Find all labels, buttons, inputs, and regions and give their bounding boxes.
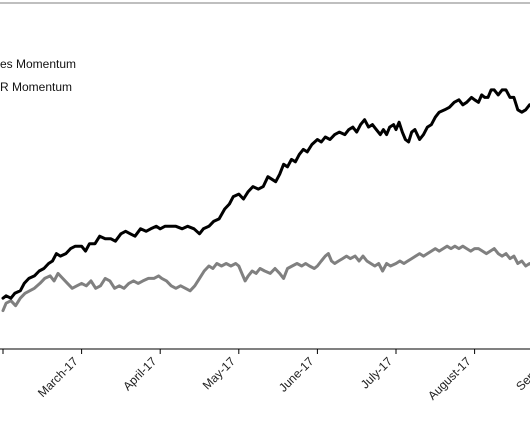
- legend: es Momentum R Momentum: [0, 57, 76, 94]
- x-tick-label: July-17: [358, 354, 395, 391]
- x-tick-label: May-17: [200, 354, 238, 392]
- x-tick-label: Septem: [513, 354, 530, 393]
- x-axis-ticks: [2, 349, 476, 354]
- series-line-gray: [1, 244, 530, 313]
- x-axis-tick-labels: March-17 April-17 May-17 June-17 July-17 Augu…: [35, 354, 530, 403]
- plot-frame: [0, 2, 530, 4]
- legend-label-black-series: es Momentum: [0, 57, 76, 71]
- series-layer: [1, 88, 530, 313]
- x-tick-label: June-17: [276, 354, 317, 395]
- x-tick-label: April-17: [120, 354, 159, 393]
- legend-label-gray-series: R Momentum: [0, 80, 72, 94]
- x-tick-label: August-17: [425, 354, 474, 403]
- x-tick-label: March-17: [35, 354, 81, 400]
- series-line-black: [1, 88, 530, 300]
